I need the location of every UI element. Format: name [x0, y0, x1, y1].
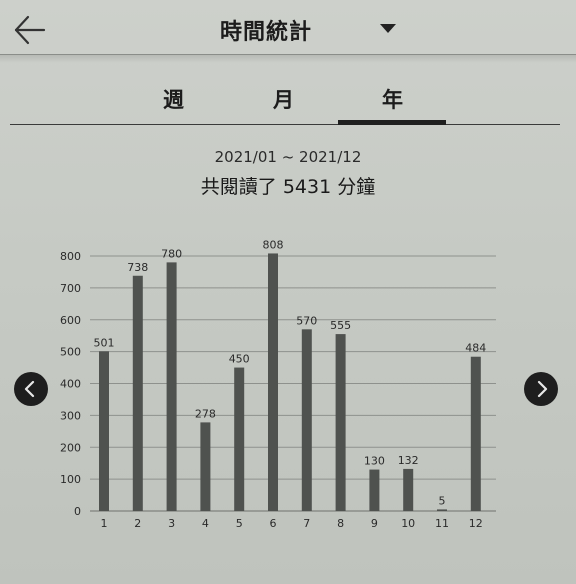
date-range: 2021/01 ~ 2021/12 — [214, 148, 362, 166]
next-period-button[interactable] — [524, 372, 558, 406]
chart-labels: 0 100 200 300 400 500 600 700 800 501 1 738 2 780 3 278… — [60, 238, 486, 530]
y-tick-label: 700 — [60, 282, 81, 295]
y-tick-label: 100 — [60, 473, 81, 486]
y-tick-label: 600 — [60, 314, 81, 327]
data-label: 132 — [398, 454, 419, 467]
x-tick-label: 6 — [270, 517, 277, 530]
bar-month-4 — [200, 422, 211, 511]
data-label: 484 — [465, 342, 486, 355]
x-tick-label: 4 — [202, 517, 209, 530]
bar-month-7 — [301, 329, 312, 511]
period-tabs: 週 月 年 — [0, 74, 576, 126]
tab-week[interactable]: 週 — [163, 88, 184, 112]
y-tick-label: 800 — [60, 250, 81, 263]
bar-month-6 — [268, 253, 278, 511]
x-tick-label: 1 — [101, 517, 108, 530]
title-dropdown[interactable]: 時間統計 — [200, 10, 420, 46]
data-label: 780 — [161, 247, 182, 260]
bar-month-8 — [335, 334, 346, 511]
x-tick-label: 9 — [371, 517, 378, 530]
tabs-divider — [10, 124, 560, 125]
chevron-right-icon — [537, 380, 548, 398]
data-label: 501 — [94, 336, 115, 349]
y-tick-label: 500 — [60, 346, 81, 359]
chevron-left-icon — [24, 380, 35, 398]
tab-year[interactable]: 年 — [382, 88, 403, 112]
data-label: 570 — [296, 314, 317, 327]
x-tick-label: 2 — [134, 517, 141, 530]
previous-period-button[interactable] — [14, 372, 48, 406]
data-label: 808 — [263, 238, 284, 251]
bar-month-9 — [369, 469, 380, 511]
header-bar: 時間統計 — [0, 0, 576, 63]
bar-month-12 — [470, 356, 481, 511]
bar-month-2 — [132, 275, 143, 511]
y-tick-label: 200 — [60, 441, 81, 454]
x-tick-label: 5 — [236, 517, 243, 530]
x-tick-label: 8 — [337, 517, 344, 530]
data-label: 738 — [127, 261, 148, 274]
page-title: 時間統計 — [220, 20, 313, 45]
y-tick-label: 0 — [74, 505, 81, 518]
x-tick-label: 12 — [469, 517, 483, 530]
bar-month-10 — [403, 468, 414, 511]
data-label: 278 — [195, 407, 216, 420]
y-tick-label: 400 — [60, 378, 81, 391]
x-tick-label: 3 — [168, 517, 175, 530]
data-label: 450 — [229, 353, 250, 366]
bar-month-11 — [437, 509, 447, 511]
total-reading-time: 共閱讀了 5431 分鐘 — [200, 176, 376, 198]
data-label: 555 — [330, 319, 351, 332]
header-shadow — [0, 55, 576, 63]
data-label: 130 — [364, 455, 385, 468]
arrow-left-icon — [14, 15, 46, 45]
x-tick-label: 11 — [435, 517, 449, 530]
bar-month-5 — [234, 367, 245, 511]
selected-tab-indicator — [338, 120, 446, 125]
back-button[interactable] — [8, 10, 52, 50]
header-divider — [0, 54, 576, 55]
x-tick-label: 10 — [401, 517, 415, 530]
bar-month-1 — [99, 351, 109, 511]
chart-gridlines — [90, 255, 496, 512]
x-tick-label: 7 — [303, 517, 310, 530]
chart-bars — [99, 253, 481, 511]
bar-month-3 — [166, 262, 177, 511]
caret-down-icon — [380, 24, 396, 33]
tab-month[interactable]: 月 — [273, 88, 294, 112]
data-label: 5 — [439, 494, 446, 507]
yearly-reading-bar-chart: 0 100 200 300 400 500 600 700 800 501 1 738 2 780 3 278… — [60, 238, 496, 530]
y-tick-label: 300 — [60, 409, 81, 422]
